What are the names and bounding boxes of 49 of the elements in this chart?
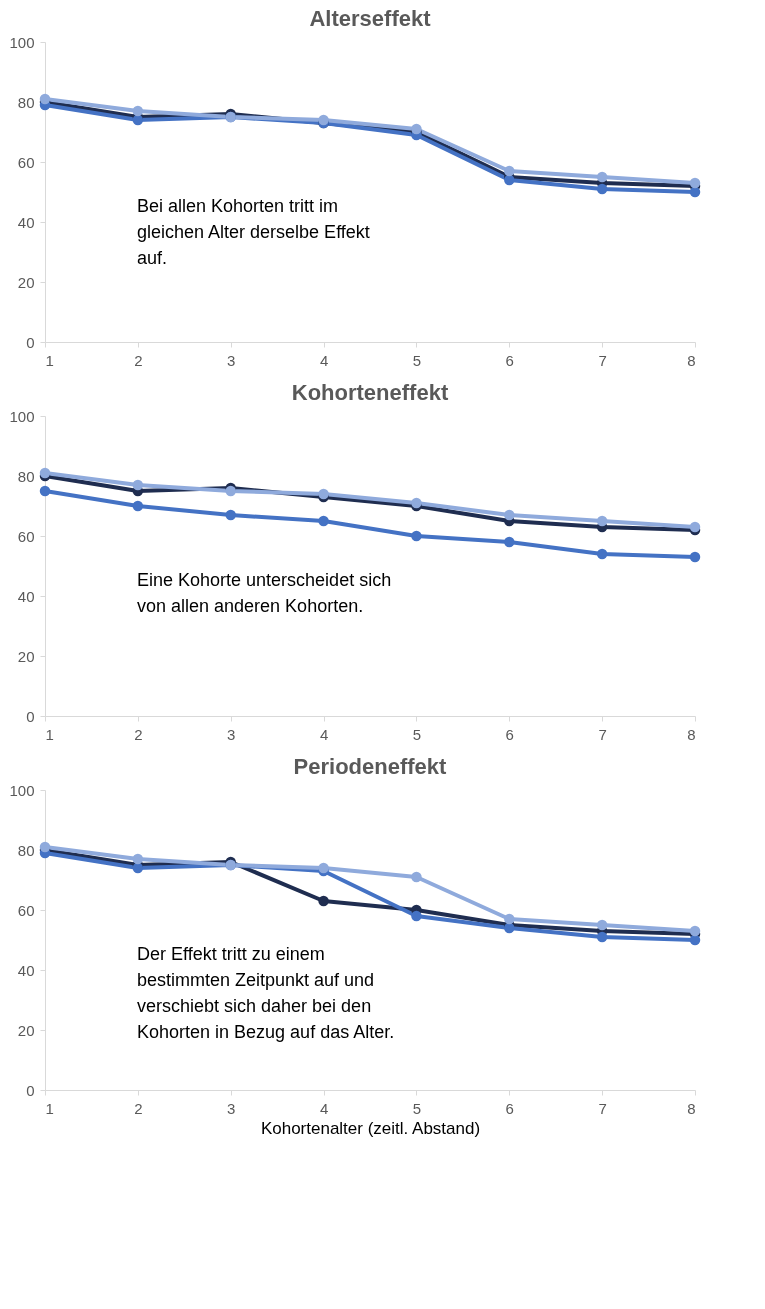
- x-tick-label: 5: [412, 351, 422, 369]
- x-tick-label: 8: [687, 1099, 696, 1117]
- y-tick-label: 20: [17, 273, 35, 291]
- y-tick-label: 0: [26, 707, 35, 725]
- annotation: Eine Kohorte unterscheidet sich von allen anderen Kohorten.: [137, 570, 392, 616]
- y-tick-label: 80: [17, 93, 35, 111]
- x-tick-label: 1: [45, 725, 54, 743]
- y-tick-label: 20: [17, 1021, 35, 1039]
- x-tick-label: 2: [134, 725, 143, 743]
- x-tick-label: 3: [227, 1099, 236, 1117]
- x-tick-label: 7: [598, 725, 607, 743]
- y-tick-label: 80: [17, 467, 35, 485]
- y-tick-label: 20: [17, 647, 35, 665]
- y-tick-label: 100: [9, 407, 35, 425]
- x-tick-label: 1: [45, 1099, 54, 1117]
- x-tick-label: 8: [687, 351, 696, 369]
- x-tick-label: 3: [227, 351, 236, 369]
- x-tick-label: 7: [598, 1099, 607, 1117]
- x-tick-label: 2: [134, 351, 143, 369]
- chart-title: Kohorteneffekt: [291, 380, 449, 405]
- y-tick-label: 40: [17, 587, 35, 605]
- y-tick-label: 100: [9, 33, 35, 51]
- annotation: Der Effekt tritt zu einem bestimmten Zeitpunkt auf und verschiebt sich daher bei den Kohorten in Bezug auf das Alter.: [137, 944, 395, 1042]
- x-tick-label: 8: [687, 725, 696, 743]
- chart-title: Alterseffekt: [309, 6, 432, 31]
- y-tick-label: 40: [17, 213, 35, 231]
- y-tick-label: 40: [17, 961, 35, 979]
- y-tick-label: 100: [9, 781, 35, 799]
- x-tick-label: 3: [227, 725, 236, 743]
- y-tick-label: 0: [26, 333, 35, 351]
- x-tick-label: 7: [598, 351, 607, 369]
- annotation: Bei allen Kohorten tritt im gleichen Alter derselbe Effekt auf.: [137, 196, 370, 268]
- x-tick-label: 4: [319, 725, 329, 743]
- y-tick-label: 60: [17, 901, 35, 919]
- y-tick-label: 60: [17, 153, 35, 171]
- x-tick-label: 5: [412, 1099, 422, 1117]
- chart-title: Periodeneffekt: [293, 754, 448, 779]
- x-tick-label: 4: [319, 1099, 329, 1117]
- x-tick-label: 4: [319, 351, 329, 369]
- x-tick-label: 6: [505, 1099, 514, 1117]
- x-tick-label: 6: [505, 351, 514, 369]
- y-tick-label: 0: [26, 1081, 35, 1099]
- x-tick-label: 1: [45, 351, 54, 369]
- x-tick-label: 2: [134, 1099, 143, 1117]
- x-axis-title: Kohortenalter (zeitl. Abstand): [260, 1118, 481, 1138]
- x-tick-label: 5: [412, 725, 422, 743]
- y-tick-label: 60: [17, 527, 35, 545]
- x-tick-label: 6: [505, 725, 514, 743]
- y-tick-label: 80: [17, 841, 35, 859]
